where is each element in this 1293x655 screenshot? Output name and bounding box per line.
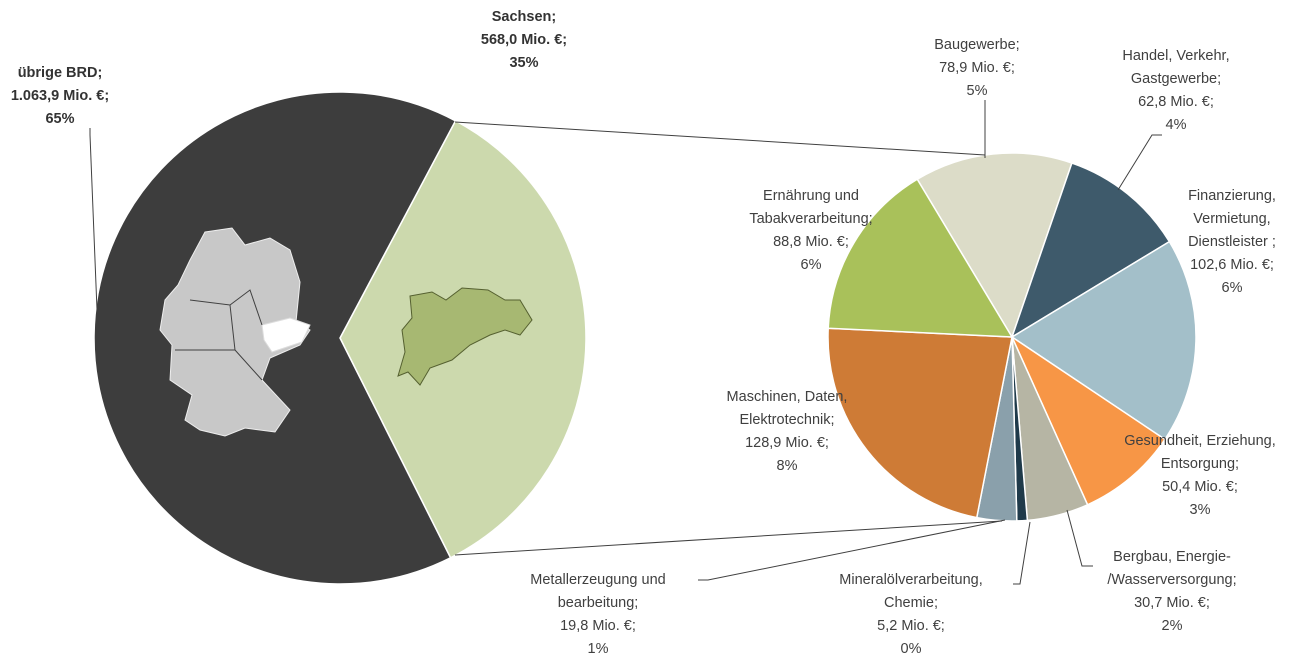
data-label: 65% [45,111,74,127]
data-label: 62,8 Mio. €; [1138,94,1214,110]
data-label: Finanzierung, [1188,188,1276,204]
data-label: übrige BRD; [18,65,103,81]
pie-slice [916,152,1073,339]
saxony-map [397,287,533,386]
pie-slice [827,327,1013,519]
data-label: Vermietung, [1193,211,1270,227]
data-label: Maschinen, Daten, [727,389,848,405]
data-label: 6% [801,257,822,273]
slices [93,91,1197,585]
data-label: 78,9 Mio. €; [939,60,1015,76]
data-label: 4% [1166,117,1187,133]
data-label: Sachsen; [492,9,556,25]
data-label: Ernährung und [763,188,859,204]
data-label: 50,4 Mio. €; [1162,479,1238,495]
data-label: 0% [901,641,922,655]
data-label: Chemie; [884,595,938,611]
data-label: 35% [509,55,538,71]
data-label: 568,0 Mio. €; [481,32,567,48]
pie-slice [827,178,1014,338]
data-label: Elektrotechnik; [739,412,834,428]
data-label: Gastgewerbe; [1131,71,1221,87]
leader-lines [89,100,1162,585]
data-label: 2% [1162,618,1183,634]
data-label: 5% [967,83,988,99]
germany-map [159,227,311,437]
data-label: /Wasserversorgung; [1107,572,1236,588]
pie-slice [1010,162,1171,339]
data-label: 5,2 Mio. €; [877,618,945,634]
data-label: Tabakverarbeitung; [749,211,872,227]
data-label: 128,9 Mio. €; [745,435,829,451]
data-label: 1.063,9 Mio. €; [11,88,109,104]
data-label: Entsorgung; [1161,456,1239,472]
labels: Sachsen; 568,0 Mio. €; 35% übrige BRD; 1.063… [11,9,1276,655]
data-label: Baugewerbe; [934,37,1019,53]
data-label: Gesundheit, Erziehung, [1124,433,1276,449]
data-label: 19,8 Mio. €; [560,618,636,634]
pie-slice [1010,334,1166,506]
data-label: 8% [777,458,798,474]
connector-line [454,520,1003,556]
data-label: 88,8 Mio. €; [773,234,849,250]
data-label: Handel, Verkehr, [1122,48,1229,64]
data-label: 1% [588,641,609,655]
data-label: Bergbau, Energie- [1113,549,1231,565]
data-label: Metallerzeugung und [530,572,665,588]
data-label: 3% [1190,502,1211,518]
data-label: bearbeitung; [558,595,639,611]
data-label: 30,7 Mio. €; [1134,595,1210,611]
data-label: 102,6 Mio. €; [1190,257,1274,273]
connector-line [454,121,986,156]
data-label: 6% [1222,280,1243,296]
data-label: Mineralölverarbeitung, [839,572,982,588]
data-label: Dienstleister ; [1188,234,1276,250]
pie-slice [1010,240,1197,441]
